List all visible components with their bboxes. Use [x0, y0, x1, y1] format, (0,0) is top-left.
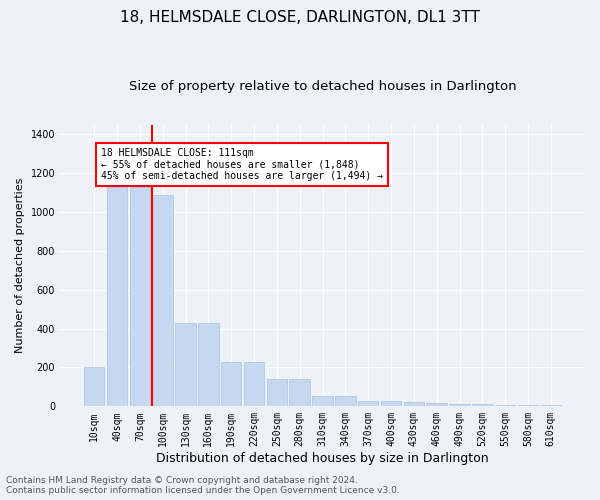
Bar: [427, 403, 447, 406]
Bar: [244, 362, 264, 406]
Bar: [107, 187, 127, 406]
Bar: [198, 323, 218, 406]
Text: Contains HM Land Registry data © Crown copyright and database right 2024.
Contai: Contains HM Land Registry data © Crown c…: [6, 476, 400, 495]
Bar: [381, 402, 401, 406]
Bar: [358, 400, 379, 406]
Bar: [289, 379, 310, 406]
Bar: [404, 402, 424, 406]
Title: Size of property relative to detached houses in Darlington: Size of property relative to detached ho…: [129, 80, 517, 93]
Y-axis label: Number of detached properties: Number of detached properties: [15, 178, 25, 353]
Bar: [175, 323, 196, 406]
Bar: [130, 187, 150, 406]
Bar: [84, 368, 104, 406]
Bar: [449, 404, 470, 406]
Text: 18, HELMSDALE CLOSE, DARLINGTON, DL1 3TT: 18, HELMSDALE CLOSE, DARLINGTON, DL1 3TT: [120, 10, 480, 25]
Bar: [152, 194, 173, 406]
Text: 18 HELMSDALE CLOSE: 111sqm
← 55% of detached houses are smaller (1,848)
45% of s: 18 HELMSDALE CLOSE: 111sqm ← 55% of deta…: [101, 148, 383, 181]
Bar: [221, 362, 241, 406]
Bar: [312, 396, 333, 406]
Bar: [266, 379, 287, 406]
Bar: [335, 396, 356, 406]
X-axis label: Distribution of detached houses by size in Darlington: Distribution of detached houses by size …: [156, 452, 489, 465]
Bar: [472, 404, 493, 406]
Bar: [541, 405, 561, 406]
Bar: [495, 405, 515, 406]
